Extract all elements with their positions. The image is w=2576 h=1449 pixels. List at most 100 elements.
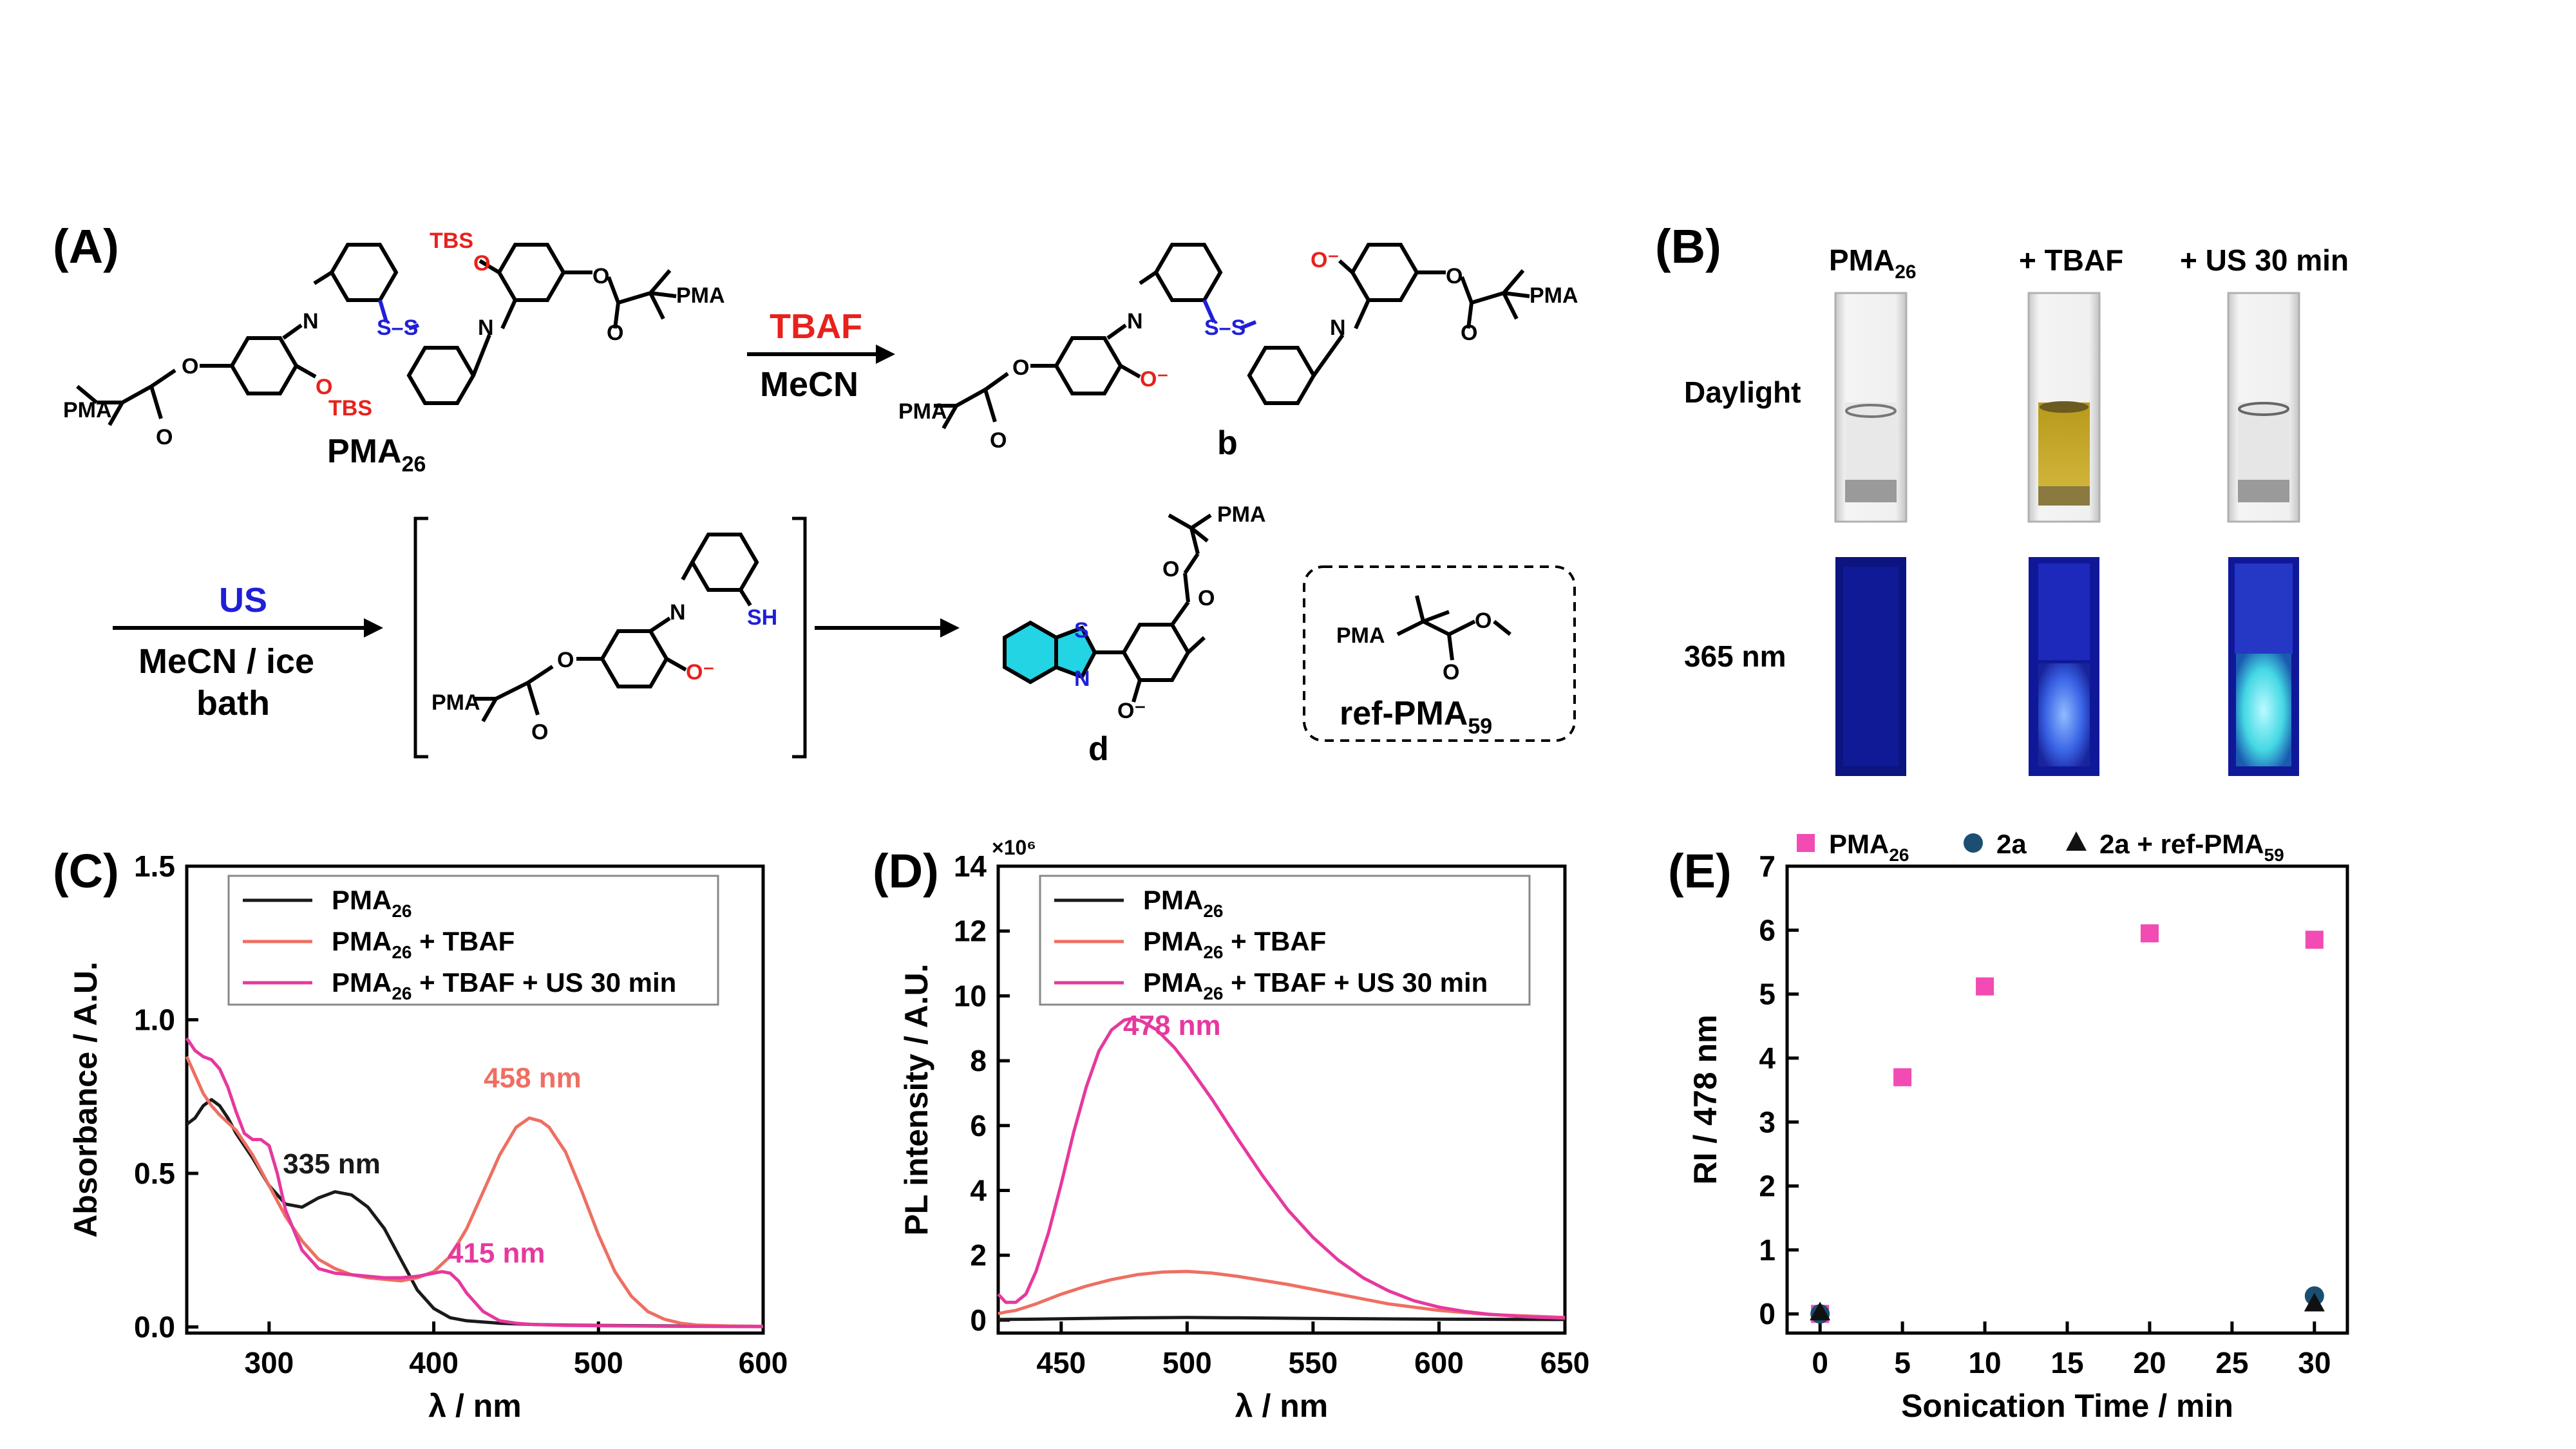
n-label-left: N [303,309,319,334]
peak-annotation: 335 nm [283,1148,381,1180]
o-carbonyl-label-left: O [156,425,173,450]
int-o-minus: O⁻ [686,660,714,685]
ref-pma59-box: PMA O O ref-PMA59 [1303,565,1576,742]
b-pma-left: PMA [898,399,947,424]
data-point-square [2140,924,2159,943]
y-tick-label: 1.5 [134,849,175,883]
molecule-intermediate-labels: N SH O⁻ O O PMA [431,600,777,744]
panel-b: (B) PMA26 + TBAF + US 30 min Daylight 36… [1655,220,2349,776]
y-axis-label: Absorbance / A.U. [68,961,104,1238]
photo-col-2-label: + TBAF [2019,243,2123,277]
series-line-1 [998,1316,1566,1321]
x-tick-label: 15 [2050,1346,2083,1379]
molecule-pma26-labels: TBS O S–S N N O O PMA O O PMA O TBS [63,229,725,450]
legend-entry: PMA26 + TBAF [1143,926,1326,962]
y-tick-label: 4 [1759,1041,1776,1075]
x-tick-label: 25 [2215,1346,2248,1379]
d-n-label: N [1074,667,1090,691]
x-tick-label: 650 [1540,1346,1590,1379]
x-tick-label: 30 [2298,1346,2331,1379]
us-label: US [219,581,267,620]
y-tick-label: 12 [954,914,987,948]
x-tick-label: 500 [1162,1346,1212,1379]
molecule-d-labels: S N O⁻ O O PMA [1074,502,1266,723]
molecule-b [934,243,1530,430]
d-o-minus: O⁻ [1117,699,1146,723]
y-tick-label: 8 [970,1044,987,1077]
n-label-right: N [478,316,494,340]
series-line-2 [185,1056,764,1328]
pma-label-left: PMA [63,398,112,422]
y-tick-label: 0 [970,1303,987,1337]
legend-entry: PMA26 [1829,829,1909,865]
tbs-label-top: TBS [430,229,473,253]
x-tick-label: 450 [1036,1346,1086,1379]
mecn-ice-label-line1: MeCN / ice [138,642,314,681]
y-tick-label: 0 [1759,1297,1776,1331]
d-s-label: S [1074,618,1089,643]
data-point-square [2305,931,2324,949]
cuvette-uv-tbaf [2029,557,2099,776]
y-tick-label: 1 [1759,1233,1776,1267]
cuvette-daylight-tbaf [2027,292,2101,523]
d-o-carbonyl: O [1162,557,1179,582]
d-pma: PMA [1217,502,1266,527]
b-o-minus-top: O⁻ [1311,248,1339,272]
b-ss-label: S–S [1204,316,1245,340]
y-tick-label: 1.0 [134,1003,175,1036]
panel-label-a: (A) [53,220,119,273]
cuvette-uv-us [2228,557,2299,776]
legend-marker [1797,834,1815,852]
data-point-square [1893,1068,1912,1086]
y-tick-label: 6 [1759,913,1776,947]
x-tick-label: 600 [739,1346,788,1379]
y-axis-label: PL intensity / A.U. [898,963,934,1235]
x-tick-label: 400 [409,1346,459,1379]
series-line-3 [185,1037,764,1329]
x-axis-label: λ / nm [1235,1388,1328,1424]
cuvette-uv-pma26 [1835,557,1906,776]
int-o-ester: O [557,648,574,672]
x-tick-label: 500 [574,1346,623,1379]
y-tick-label: 2 [1759,1170,1776,1203]
b-o-ester-right: O [1446,264,1463,289]
y-tick-label: 3 [1759,1105,1776,1139]
b-n-label-right: N [1330,316,1346,340]
b-n-label-left: N [1127,309,1143,334]
legend-entry: PMA26 [1143,885,1224,921]
y-tick-label: 6 [970,1109,987,1142]
compound-b-label: b [1217,424,1238,462]
x-axis-label: λ / nm [428,1388,521,1424]
ref-pma-label: PMA [1336,623,1385,648]
legend-entry: PMA26 + TBAF + US 30 min [1143,967,1488,1003]
peak-annotation: 415 nm [448,1237,545,1269]
panel-label-b: (B) [1655,220,1721,273]
panel-label-e: (E) [1668,844,1732,898]
ref-o-carbonyl: O [1443,660,1459,685]
y-tick-label: 4 [970,1173,987,1207]
x-tick-label: 0 [1812,1346,1828,1379]
ref-pma59-name: ref-PMA59 [1340,695,1492,739]
chart-absorbance: 300 400 500 600 0.0 0.5 1.0 1.5 λ / nm Absorbance… [68,849,788,1424]
int-pma: PMA [431,690,480,715]
molecule-intermediate [473,533,759,723]
int-n-label: N [670,600,686,625]
o-ester-label-right: O [592,264,609,289]
pma-label-right: PMA [676,283,725,308]
reaction-arrow-tbaf: TBAF MeCN [747,307,895,404]
x-axis-label: Sonication Time / min [1901,1388,2233,1424]
panel-d: (D) 450 500 550 600 650 0 2 4 6 8 10 12 14 λ / nm PL i… [873,836,1589,1424]
y-tick-label: 10 [954,979,987,1012]
y-axis-label: RI / 478 nm [1687,1015,1723,1185]
legend-marker [2066,831,2087,851]
o-label-top: O [473,251,490,276]
pma26-name: PMA26 [327,433,426,477]
x-tick-label: 5 [1894,1346,1911,1379]
y-tick-label: 7 [1759,849,1776,883]
legend-entry: 2a [1996,829,2027,859]
panel-c: (C) 300 400 500 600 0.0 0.5 1.0 1.5 λ / nm Absorb… [53,844,788,1424]
panel-e: (E) 0 5 10 15 20 25 30 0 1 2 3 4 5 6 7 Sonication Time … [1668,829,2349,1424]
plot-frame [185,864,765,1335]
legend-entry: 2a + ref-PMA59 [2099,829,2284,865]
intermediate-brackets [413,516,807,759]
